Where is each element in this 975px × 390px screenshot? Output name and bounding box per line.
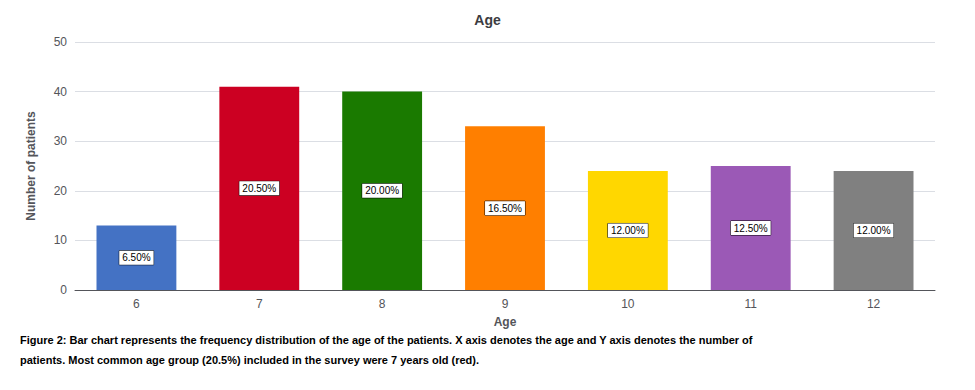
svg-text:30: 30 [54,134,68,148]
svg-text:6: 6 [133,297,140,311]
svg-text:20.00%: 20.00% [365,185,399,196]
svg-text:16.50%: 16.50% [488,203,522,214]
svg-text:Number of patients: Number of patients [24,111,38,221]
svg-text:9: 9 [502,297,509,311]
svg-text:11: 11 [744,297,757,311]
svg-text:Age: Age [474,12,501,28]
svg-text:12.00%: 12.00% [857,225,891,236]
svg-text:10: 10 [54,233,68,247]
svg-text:patients. Most common age grou: patients. Most common age group (20.5%) … [20,354,479,366]
svg-text:20: 20 [54,184,68,198]
svg-text:Age: Age [494,315,517,329]
svg-text:20.50%: 20.50% [242,183,276,194]
svg-text:0: 0 [60,283,67,297]
svg-text:8: 8 [379,297,386,311]
svg-text:12.00%: 12.00% [611,225,645,236]
svg-text:Figure 2: Bar chart represents: Figure 2: Bar chart represents the frequ… [20,334,753,346]
svg-text:6.50%: 6.50% [122,252,150,263]
svg-text:40: 40 [54,85,68,99]
svg-text:7: 7 [256,297,263,311]
svg-text:50: 50 [54,35,68,49]
svg-text:12: 12 [867,297,881,311]
svg-text:10: 10 [621,297,635,311]
svg-text:12.50%: 12.50% [734,223,768,234]
